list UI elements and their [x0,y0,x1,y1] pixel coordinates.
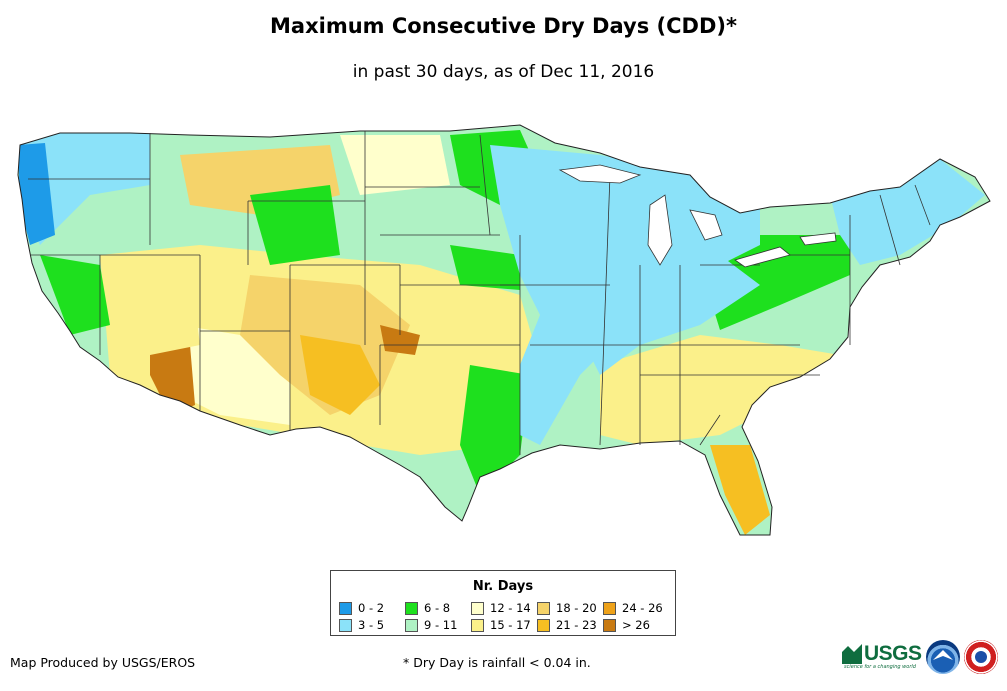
legend-item: 0 - 2 [339,601,405,615]
region-southeast-yellow [600,335,840,445]
usgs-tagline: science for a changing world [844,664,916,670]
usgs-wave-icon [842,644,862,664]
legend-item: 24 - 26 [603,601,669,615]
map-title: Maximum Consecutive Dry Days (CDD)* [270,14,737,38]
region-darkblue-coast [18,143,55,245]
legend-label: 9 - 11 [424,618,458,632]
nws-center-icon [975,651,987,663]
us-outline [17,124,991,536]
legend-label: 6 - 8 [424,601,451,615]
legend-swatch [405,601,418,615]
legend-label: 0 - 2 [358,601,385,615]
legend-item: 21 - 23 [537,618,603,632]
legend-label: > 26 [622,618,650,632]
legend-item: 15 - 17 [471,618,537,632]
legend-swatch [339,601,352,615]
region-dakota-yellow [340,135,450,195]
region-texas-panhandle [380,325,420,355]
legend-swatch [405,618,418,632]
region-nm-orange [300,335,380,415]
nws-logo-icon [964,640,998,674]
legend-label: 24 - 26 [622,601,663,615]
legend-label: 3 - 5 [358,618,385,632]
legend-item: 12 - 14 [471,601,537,615]
legend-label: 21 - 23 [556,618,597,632]
legend-label: 18 - 20 [556,601,597,615]
legend-swatch [603,601,616,615]
region-green-california [40,255,110,335]
legend-item: 18 - 20 [537,601,603,615]
region-green-appalachia [700,235,850,330]
legend-title: Nr. Days [472,579,534,594]
legend-swatch [339,618,352,632]
noaa-bird-icon [933,650,953,660]
legend-label: 15 - 17 [490,618,531,632]
cdd-map [17,124,991,536]
region-nevada-yellow [100,255,200,355]
noaa-logo-icon [926,640,960,674]
region-florida-orange [710,445,770,535]
legend-swatch [603,618,616,632]
legend-swatch [471,601,484,615]
map-subtitle: in past 30 days, as of Dec 11, 2016 [352,62,655,82]
legend-item: 3 - 5 [339,618,405,632]
dry-day-note: * Dry Day is rainfall < 0.04 in. [403,655,591,670]
legend-swatch [537,601,550,615]
producer-credit: Map Produced by USGS/EROS [10,655,196,670]
legend: Nr. Days 0 - 2 6 - 8 12 - 14 18 - 20 24 … [330,570,676,636]
legend-label: 12 - 14 [490,601,531,615]
usgs-logo-text: USGS [864,642,922,665]
legend-item: 6 - 8 [405,601,471,615]
region-green-wyoming [250,185,340,265]
legend-item: 9 - 11 [405,618,471,632]
legend-grid: 0 - 2 6 - 8 12 - 14 18 - 20 24 - 26 3 - … [339,601,671,632]
state-boundaries [28,131,931,455]
legend-swatch [537,618,550,632]
usgs-logo: USGS [842,642,922,666]
legend-item: > 26 [603,618,669,632]
agency-logos: USGS science for a changing world [842,640,1002,678]
great-lakes [558,164,837,268]
legend-swatch [471,618,484,632]
region-green-iowa [450,245,520,290]
